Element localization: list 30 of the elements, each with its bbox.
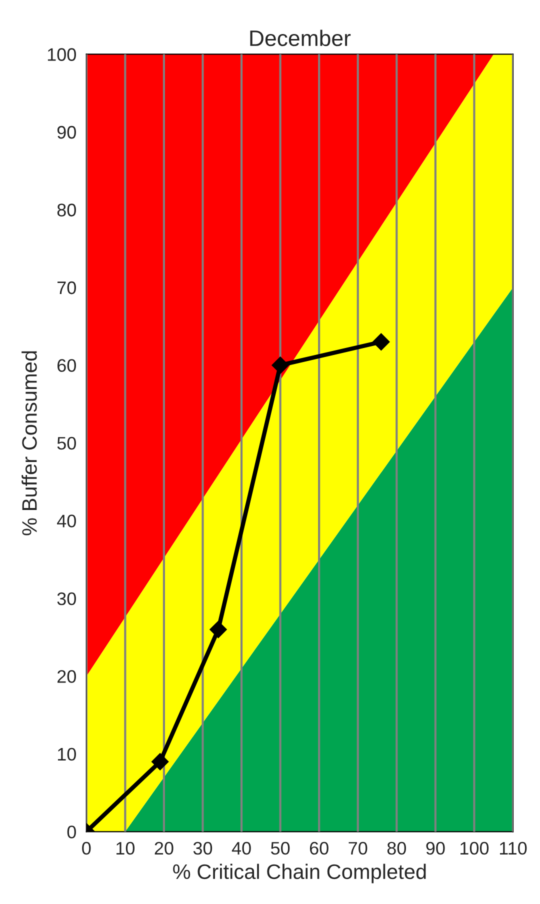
- point: [210, 620, 227, 638]
- point: [372, 333, 390, 350]
- y-tick-label: 60: [58, 359, 76, 372]
- x-tick-label: 0: [82, 842, 91, 855]
- y-axis-title: % Buffer Consumed: [22, 351, 37, 536]
- x-tick-label: 30: [193, 842, 212, 855]
- y-tick-label: 10: [58, 748, 76, 761]
- x-tick-label: 70: [348, 842, 368, 855]
- x-tick-label: 10: [116, 842, 135, 855]
- chart-title: December: [250, 30, 351, 46]
- x-tick-label: 40: [232, 842, 251, 855]
- y-tick-label: 20: [58, 670, 76, 683]
- x-tick-label: 20: [154, 842, 174, 855]
- x-tick-label: 100: [460, 842, 489, 855]
- x-tick-label: 80: [387, 842, 406, 855]
- point: [152, 753, 169, 770]
- y-tick-label: 90: [57, 126, 76, 139]
- y-tick-label: 30: [57, 592, 76, 606]
- x-tick-label: 110: [500, 842, 527, 855]
- y-tick-label: 0: [67, 826, 76, 838]
- y-tick-label: 100: [48, 48, 76, 61]
- x-tick-label: 90: [426, 842, 445, 855]
- y-tick-label: 70: [58, 281, 76, 294]
- x-tick-label: 50: [270, 842, 290, 855]
- point: [272, 356, 289, 374]
- y-tick-label: 80: [57, 204, 76, 216]
- y-tick-label: 50: [57, 436, 76, 450]
- x-axis-title: % Critical Chain Completed: [173, 864, 426, 884]
- x-tick-label: 60: [310, 842, 328, 855]
- y-tick-label: 40: [57, 514, 76, 528]
